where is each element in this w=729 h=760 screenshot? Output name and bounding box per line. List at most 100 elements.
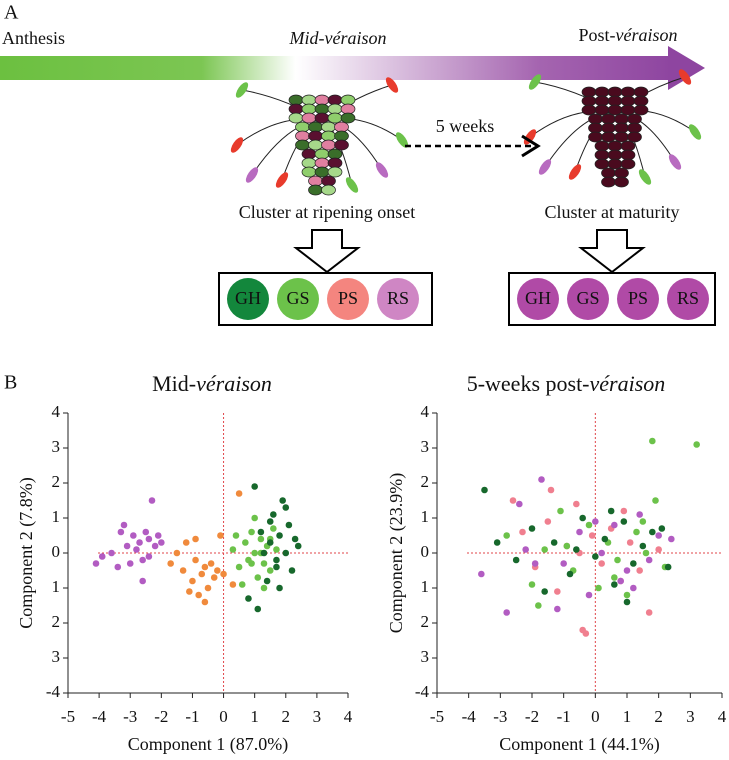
y-tick-label: -4 — [415, 682, 430, 701]
chart-title-plain: Mid- — [152, 371, 196, 396]
point — [266, 518, 274, 525]
berry — [308, 184, 323, 196]
point — [276, 532, 283, 539]
berry — [327, 157, 343, 169]
point — [623, 567, 631, 574]
point — [645, 556, 653, 564]
berry — [321, 130, 336, 142]
berry — [601, 176, 616, 188]
point — [620, 507, 628, 515]
tendril-tip — [385, 77, 399, 93]
berry — [334, 130, 349, 142]
y-tick-label: 3 — [52, 437, 61, 456]
point — [626, 539, 634, 546]
x-tick-label: 4 — [718, 707, 727, 726]
point — [123, 542, 131, 550]
berry — [614, 122, 629, 134]
berry — [627, 113, 642, 125]
y-tick-label: 2 — [421, 612, 430, 631]
x-tick-label: -1 — [557, 707, 571, 726]
sample-label: GS — [576, 288, 599, 308]
sample-circle — [277, 278, 319, 320]
y-tick-label: -4 — [46, 682, 61, 701]
x-tick-label: 1 — [250, 707, 259, 726]
point — [282, 549, 290, 557]
panel-label: B — [4, 372, 17, 394]
berry — [314, 103, 330, 115]
sample-label: PS — [338, 288, 358, 308]
berry — [588, 131, 603, 143]
point — [576, 528, 583, 536]
point — [266, 567, 274, 574]
point — [645, 609, 653, 616]
point — [136, 539, 143, 546]
point — [291, 535, 299, 543]
point — [509, 497, 517, 504]
point — [582, 630, 590, 637]
point — [652, 497, 659, 504]
berry — [620, 104, 636, 116]
berry — [301, 94, 317, 106]
berry — [295, 130, 310, 142]
point — [273, 563, 280, 571]
point — [179, 567, 187, 574]
point — [639, 542, 647, 550]
point — [554, 605, 561, 613]
point — [108, 549, 115, 557]
berry — [594, 104, 610, 116]
point — [522, 546, 529, 553]
point — [563, 542, 571, 550]
berry — [308, 121, 323, 133]
point — [617, 577, 624, 585]
point — [595, 584, 602, 592]
point — [668, 535, 675, 543]
point — [270, 511, 277, 518]
point — [273, 546, 280, 553]
point — [550, 539, 558, 546]
berry — [327, 94, 343, 106]
x-tick-label: -3 — [123, 707, 137, 726]
point — [139, 577, 146, 585]
stage-label-plain: Post- — [578, 25, 615, 45]
berry — [321, 121, 336, 133]
point — [481, 486, 488, 494]
y-tick-label: 0 — [421, 542, 430, 561]
point — [573, 546, 580, 553]
berry — [314, 166, 330, 178]
berry — [594, 140, 610, 152]
point — [270, 525, 277, 532]
berry — [607, 158, 623, 170]
berry — [288, 112, 304, 124]
stage-label: Anthesis — [2, 28, 65, 48]
berry — [614, 176, 629, 188]
tendril-tip — [538, 159, 552, 175]
berry — [633, 86, 649, 98]
berry — [288, 94, 304, 106]
point — [189, 577, 196, 585]
berry — [314, 112, 330, 124]
point — [257, 528, 265, 536]
x-tick-label: 3 — [313, 707, 322, 726]
tendril-tip — [235, 82, 249, 98]
berry — [627, 131, 642, 143]
point — [130, 532, 137, 539]
berry — [314, 157, 330, 169]
x-tick-label: -4 — [92, 707, 107, 726]
point — [139, 556, 146, 564]
sample-circle — [667, 278, 709, 320]
x-tick-label: 2 — [654, 707, 663, 726]
point — [601, 535, 609, 543]
point — [242, 539, 249, 546]
y-tick-label: 2 — [52, 472, 61, 491]
berry — [301, 103, 317, 115]
point — [167, 560, 174, 567]
point — [148, 497, 156, 504]
point — [235, 490, 243, 497]
berry — [601, 167, 616, 179]
down-arrow — [578, 229, 646, 274]
tendril-tip — [523, 129, 537, 145]
berry — [607, 149, 623, 161]
point — [554, 588, 561, 595]
point — [528, 581, 536, 588]
point — [260, 584, 268, 592]
